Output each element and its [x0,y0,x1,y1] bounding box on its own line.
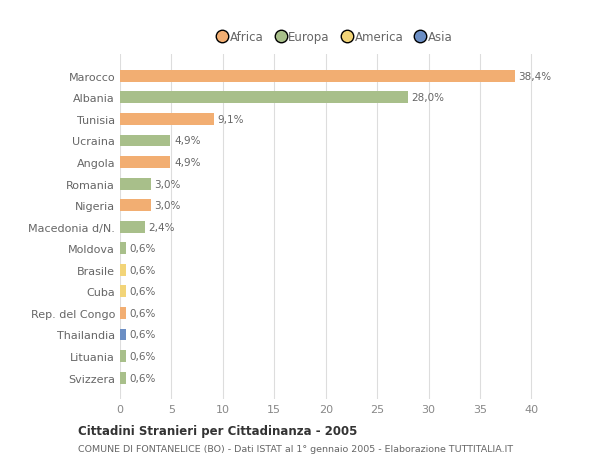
Bar [120,178,151,190]
Legend: Africa, Europa, America, Asia: Africa, Europa, America, Asia [214,27,458,49]
Text: 4,9%: 4,9% [174,158,200,168]
Text: 0,6%: 0,6% [130,373,156,383]
Bar [120,308,126,319]
Text: 4,9%: 4,9% [174,136,200,146]
Text: 9,1%: 9,1% [217,115,244,125]
Text: COMUNE DI FONTANELICE (BO) - Dati ISTAT al 1° gennaio 2005 - Elaborazione TUTTIT: COMUNE DI FONTANELICE (BO) - Dati ISTAT … [78,444,513,453]
Text: 0,6%: 0,6% [130,265,156,275]
Bar [120,286,126,297]
Bar [120,372,126,384]
Bar [120,157,170,168]
Bar [120,243,126,255]
Text: 0,6%: 0,6% [130,351,156,361]
Text: 0,6%: 0,6% [130,244,156,254]
Text: Cittadini Stranieri per Cittadinanza - 2005: Cittadini Stranieri per Cittadinanza - 2… [78,424,358,437]
Text: 3,0%: 3,0% [154,201,181,211]
Text: 28,0%: 28,0% [412,93,445,103]
Bar [120,135,170,147]
Bar [120,350,126,362]
Text: 38,4%: 38,4% [518,72,551,82]
Text: 0,6%: 0,6% [130,287,156,297]
Bar [120,329,126,341]
Bar [120,92,408,104]
Bar [120,221,145,233]
Bar [120,200,151,212]
Bar [120,114,214,126]
Bar [120,71,515,83]
Bar [120,264,126,276]
Text: 3,0%: 3,0% [154,179,181,189]
Text: 0,6%: 0,6% [130,308,156,318]
Text: 0,6%: 0,6% [130,330,156,340]
Text: 2,4%: 2,4% [148,222,175,232]
